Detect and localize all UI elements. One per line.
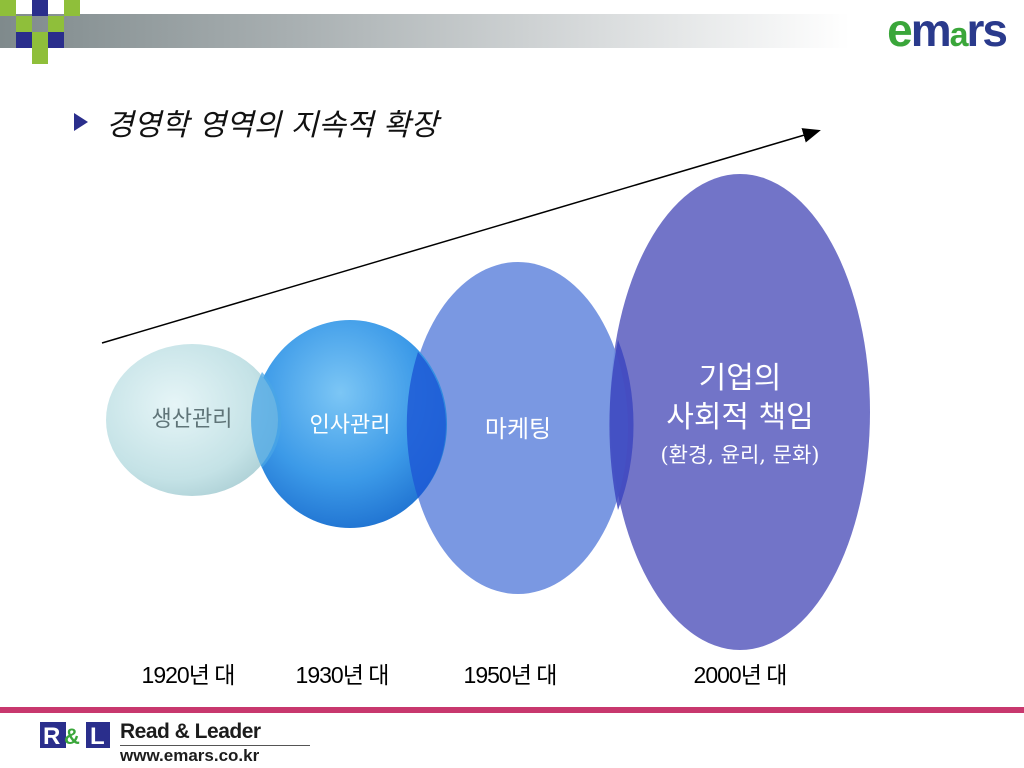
overlap-marketing-csr xyxy=(609,340,634,510)
page-title: 경영학 영역의 지속적 확장 xyxy=(106,108,439,143)
decade-1950: 1950년 대 xyxy=(463,662,558,688)
svg-text:L: L xyxy=(90,723,105,750)
footer-divider xyxy=(0,707,1024,713)
logo-part-rs: rs xyxy=(966,4,1009,56)
logo-part-a: a xyxy=(949,16,969,54)
overlap-production-hr xyxy=(251,372,282,468)
ellipse-csr xyxy=(610,174,870,650)
logo-part-m: m xyxy=(910,4,952,56)
title-row: 경영학 영역의 지속적 확장 xyxy=(74,100,438,144)
decade-1920: 1920년 대 xyxy=(141,662,236,688)
footer-rule xyxy=(120,745,310,746)
logo-part-e: e xyxy=(887,4,913,56)
growth-arrow xyxy=(101,128,821,344)
label-marketing: 마케팅 xyxy=(484,415,552,443)
checker-logo xyxy=(0,0,80,64)
decade-2000: 2000년 대 xyxy=(693,662,788,688)
label-csr-line1: 기업의 xyxy=(698,361,782,396)
ellipse-hr xyxy=(253,320,447,528)
footer-url[interactable]: www.emars.co.kr xyxy=(120,746,260,765)
label-production-management: 생산관리 xyxy=(151,407,233,432)
ellipse-production xyxy=(106,344,278,496)
triangle-bullet-icon xyxy=(74,113,88,131)
label-csr-line2: 사회적 책임 xyxy=(666,400,814,435)
emars-logo[interactable]: emars xyxy=(887,4,1009,56)
read-leader-logo[interactable]: R & L xyxy=(40,720,112,750)
label-csr-line3: (환경, 윤리, 문화) xyxy=(660,443,820,467)
svg-text:R: R xyxy=(43,723,60,750)
overlap-hr-marketing xyxy=(406,352,446,498)
footer-company-name: Read & Leader xyxy=(120,720,261,743)
svg-text:&: & xyxy=(64,724,80,749)
decade-1930: 1930년 대 xyxy=(295,662,390,688)
header-band xyxy=(0,14,850,48)
ellipse-marketing xyxy=(408,262,628,594)
label-hr-management: 인사관리 xyxy=(309,413,391,438)
